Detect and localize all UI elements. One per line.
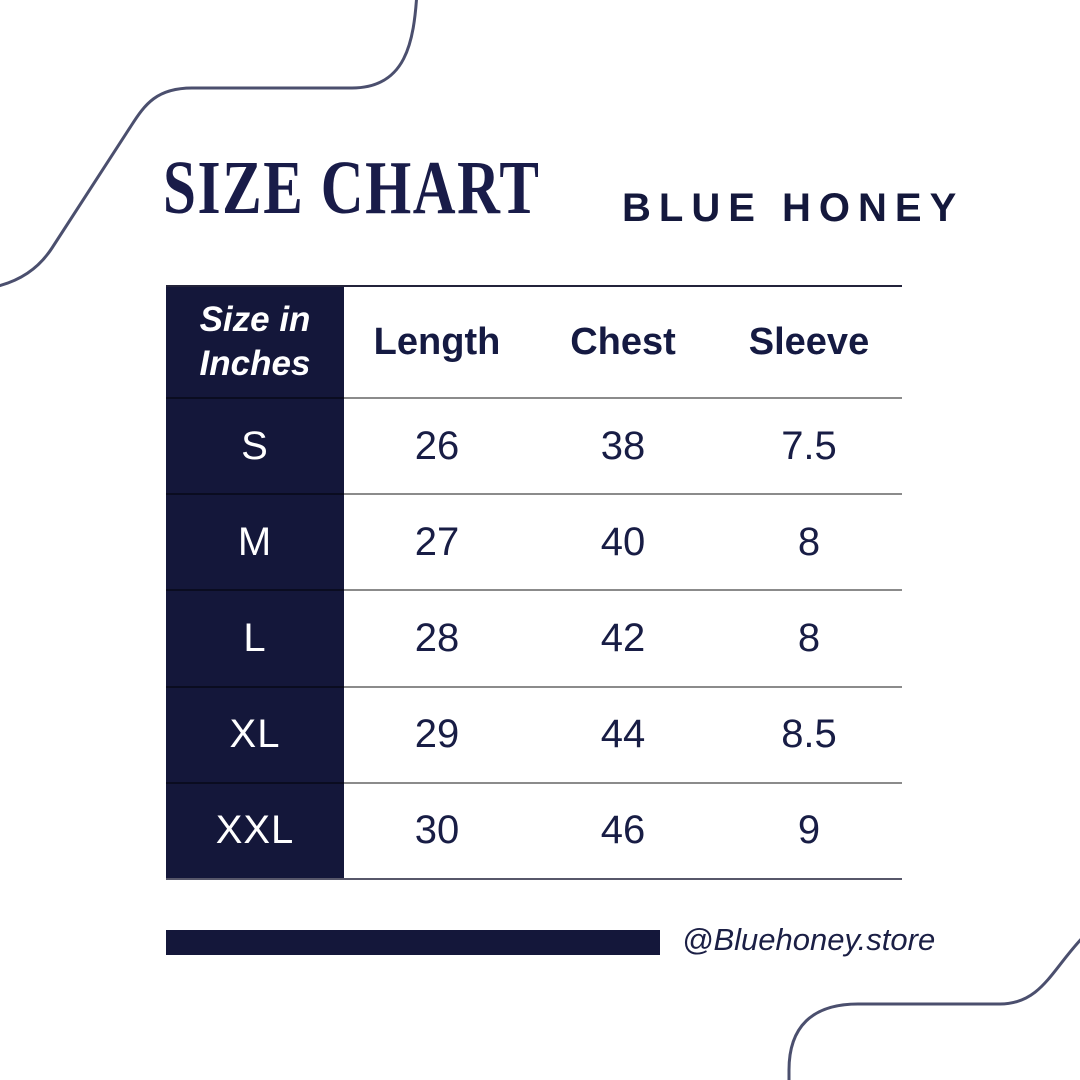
- row-size-label: L: [166, 589, 344, 686]
- column-header-chest: Chest: [570, 320, 676, 363]
- size-chart-table: Size in Inches Length Chest Sleeve S 26 …: [166, 285, 902, 880]
- cell-length: 30: [344, 781, 530, 878]
- cell-chest: 38: [530, 397, 716, 493]
- cell-chest: 46: [530, 781, 716, 878]
- cell-sleeve: 8.5: [716, 685, 902, 782]
- curve-top-left-icon: [0, 0, 418, 288]
- cell-length: 26: [344, 397, 530, 493]
- cell-length: 27: [344, 493, 530, 589]
- cell-sleeve: 8: [716, 493, 902, 589]
- table-corner-header: Size in Inches: [166, 287, 344, 397]
- cell-chest: 42: [530, 589, 716, 685]
- cell-chest: 44: [530, 685, 716, 782]
- row-size-label: XXL: [166, 781, 344, 878]
- cell-length: 28: [344, 589, 530, 685]
- cell-chest: 40: [530, 493, 716, 589]
- row-size-label: S: [166, 397, 344, 494]
- footer-accent-bar: [166, 930, 660, 955]
- row-size-label: M: [166, 493, 344, 590]
- page-title: SIZE CHART: [163, 146, 541, 230]
- store-handle: @Bluehoney.store: [682, 922, 936, 957]
- cell-sleeve: 8: [716, 589, 902, 685]
- row-size-label: XL: [166, 685, 344, 782]
- corner-header-label: Size in Inches: [199, 299, 311, 383]
- column-header-sleeve: Sleeve: [748, 320, 870, 363]
- cell-sleeve: 7.5: [716, 397, 902, 493]
- cell-length: 29: [344, 685, 530, 782]
- brand-name: BLUE HONEY: [622, 186, 965, 230]
- column-header-length: Length: [373, 320, 501, 363]
- cell-sleeve: 9: [716, 781, 902, 878]
